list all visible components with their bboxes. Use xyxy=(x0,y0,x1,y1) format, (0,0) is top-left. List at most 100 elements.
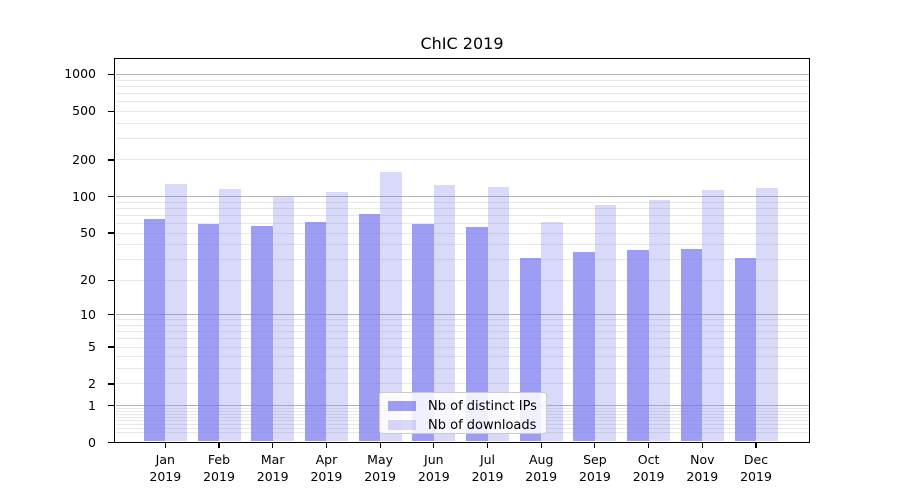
y-tick-2 xyxy=(108,383,114,385)
minor-gridline xyxy=(115,214,809,216)
bar-nb-of-distinct-ips-feb xyxy=(197,223,219,442)
x-tick-label-feb: Feb 2019 xyxy=(187,452,251,485)
bar-nb-of-downloads-feb xyxy=(219,189,241,442)
minor-gridline xyxy=(115,159,809,161)
x-tick-month: Feb xyxy=(207,452,231,467)
x-tick-year: 2019 xyxy=(203,468,235,484)
y-tick-label-5: 5 xyxy=(88,339,96,355)
minor-gridline xyxy=(115,122,809,124)
y-tick-label-500: 500 xyxy=(72,103,96,119)
minor-gridline xyxy=(115,92,809,94)
bar-nb-of-distinct-ips-sep xyxy=(573,251,595,442)
bar-nb-of-distinct-ips-may xyxy=(358,213,381,442)
legend-item-distinct-ips: Nb of distinct IPs xyxy=(388,398,546,414)
bar-nb-of-distinct-ips-apr xyxy=(304,221,327,442)
bar-nb-of-downloads-oct xyxy=(648,199,671,442)
minor-gridline xyxy=(115,324,809,326)
bar-nb-of-downloads-jul xyxy=(487,187,509,442)
x-tick-label-may: May 2019 xyxy=(348,452,412,485)
minor-gridline xyxy=(115,137,809,139)
x-tick-feb xyxy=(218,443,220,448)
x-tick-jan xyxy=(164,443,166,448)
chart-title: ChIC 2019 xyxy=(420,34,504,53)
x-tick-month: Jun xyxy=(424,452,444,467)
x-tick-year: 2019 xyxy=(417,468,450,484)
legend: Nb of distinct IPs Nb of downloads xyxy=(379,392,547,434)
x-tick-month: Apr xyxy=(315,452,338,467)
bar-nb-of-distinct-ips-jun xyxy=(412,223,434,442)
x-tick-label-mar: Mar 2019 xyxy=(241,452,305,485)
bar-nb-of-distinct-ips-dec xyxy=(734,257,756,442)
x-tick-aug xyxy=(540,443,542,448)
y-tick-5 xyxy=(108,346,114,348)
y-tick-1 xyxy=(108,404,114,407)
x-tick-month: Jul xyxy=(479,452,496,467)
legend-label-distinct-ips: Nb of distinct IPs xyxy=(428,398,537,414)
y-tick-label-20: 20 xyxy=(80,272,96,288)
bar-nb-of-downloads-sep xyxy=(594,205,617,442)
minor-gridline xyxy=(115,338,809,340)
x-tick-may xyxy=(379,443,381,448)
minor-gridline xyxy=(115,356,809,358)
y-tick-label-200: 200 xyxy=(72,151,96,167)
legend-item-downloads: Nb of downloads xyxy=(388,417,546,433)
y-tick-label-2: 2 xyxy=(88,375,96,391)
x-tick-year: 2019 xyxy=(149,468,182,484)
legend-swatch-downloads xyxy=(388,420,416,430)
bar-nb-of-downloads-apr xyxy=(326,191,348,442)
plot-border xyxy=(114,58,810,443)
x-tick-label-jan: Jan 2019 xyxy=(133,452,197,485)
minor-gridline xyxy=(115,232,809,234)
x-tick-year: 2019 xyxy=(256,468,289,484)
x-tick-apr xyxy=(325,443,327,448)
minor-gridline xyxy=(115,319,809,321)
x-tick-month: Dec xyxy=(743,452,769,467)
minor-gridline xyxy=(115,331,809,333)
x-tick-month: Nov xyxy=(690,452,715,467)
minor-gridline xyxy=(115,368,809,370)
y-tick-10 xyxy=(108,314,114,316)
x-tick-month: May xyxy=(367,452,394,467)
minor-gridline xyxy=(115,110,809,112)
bar-nb-of-downloads-dec xyxy=(756,188,778,442)
x-tick-sep xyxy=(594,443,596,448)
x-tick-nov xyxy=(701,443,703,448)
minor-gridline xyxy=(115,244,809,246)
minor-gridline xyxy=(115,79,809,81)
bar-nb-of-downloads-mar xyxy=(272,196,295,442)
bar-nb-of-distinct-ips-mar xyxy=(251,226,273,442)
minor-gridline xyxy=(115,259,809,261)
minor-gridline xyxy=(115,85,809,87)
x-tick-year: 2019 xyxy=(310,468,343,484)
bar-nb-of-downloads-jun xyxy=(433,184,456,442)
major-gridline-100 xyxy=(115,196,809,198)
x-tick-label-apr: Apr 2019 xyxy=(294,452,358,485)
x-tick-year: 2019 xyxy=(525,468,558,484)
x-tick-year: 2019 xyxy=(578,468,611,484)
x-tick-label-aug: Aug 2019 xyxy=(509,452,573,485)
x-tick-year: 2019 xyxy=(471,468,504,484)
x-tick-month: Sep xyxy=(583,452,607,467)
x-tick-mar xyxy=(272,443,274,448)
x-tick-year: 2019 xyxy=(632,468,665,484)
minor-gridline xyxy=(115,279,809,281)
bar-nb-of-distinct-ips-jul xyxy=(466,227,488,442)
x-tick-jun xyxy=(433,443,435,448)
x-tick-year: 2019 xyxy=(364,468,396,484)
legend-swatch-distinct-ips xyxy=(388,401,416,411)
y-tick-label-1: 1 xyxy=(88,397,96,413)
x-tick-oct xyxy=(648,443,650,448)
y-tick-label-10: 10 xyxy=(80,306,96,322)
x-tick-label-dec: Dec 2019 xyxy=(724,452,788,485)
minor-gridline xyxy=(115,201,809,203)
minor-gridline xyxy=(115,207,809,209)
x-tick-dec xyxy=(755,443,757,448)
x-tick-month: Jan xyxy=(155,452,175,467)
minor-gridline xyxy=(115,383,809,385)
bar-nb-of-downloads-aug xyxy=(541,221,563,442)
y-tick-label-0: 0 xyxy=(88,434,96,450)
x-tick-year: 2019 xyxy=(740,468,772,484)
bar-nb-of-downloads-jan xyxy=(165,184,187,442)
minor-gridline xyxy=(115,223,809,224)
